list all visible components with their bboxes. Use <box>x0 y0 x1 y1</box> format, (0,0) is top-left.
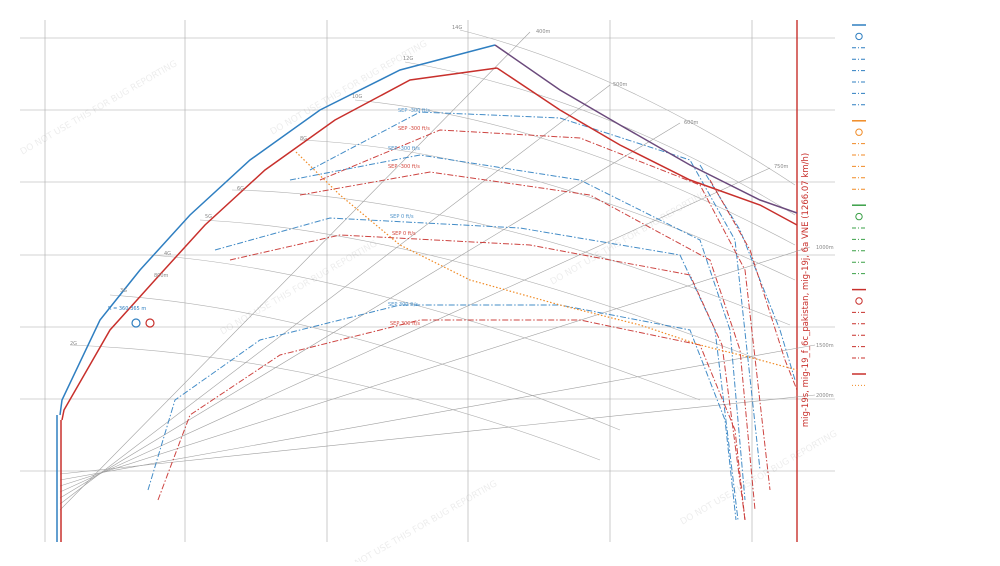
sep-label: SEP 0 ft/s <box>392 231 416 237</box>
sep-curve <box>299 171 756 511</box>
watermark-text: DO NOT USE THIS FOR BUG REPORTING <box>269 39 429 137</box>
watermark-text: DO NOT USE THIS FOR BUG REPORTING <box>219 239 379 337</box>
turn-radius-label: 750m <box>774 164 789 170</box>
corner-point-marker <box>131 318 141 328</box>
sep-curve <box>709 179 798 391</box>
turn-radius-label: 400m <box>536 29 551 35</box>
load-factor-label: 2G <box>70 341 77 347</box>
watermark-text: DO NOT USE THIS FOR BUG REPORTING <box>339 479 499 562</box>
load-factor-arc <box>459 29 796 186</box>
sep-label: SEP 300 ft/s <box>390 321 420 327</box>
legend <box>852 24 866 386</box>
watermark-text: DO NOT USE THIS FOR BUG REPORTING <box>679 429 839 527</box>
load-factor-arc <box>299 139 796 281</box>
envelope-line <box>494 44 798 214</box>
turn-radius-line <box>59 394 816 475</box>
main-curves <box>56 44 798 542</box>
envelope-line <box>61 67 498 421</box>
load-factor-arc <box>404 61 796 216</box>
sep-curve <box>157 319 746 521</box>
turn-radius-label: 1000m <box>816 245 834 251</box>
turn-radius-label: 2000m <box>816 393 834 399</box>
load-factor-label: 12G <box>403 56 413 62</box>
legend-marker <box>855 212 863 221</box>
legend-marker <box>855 128 863 136</box>
sep-curve <box>289 154 746 501</box>
sep-curves <box>147 111 798 521</box>
sep-label: SEP -300 ft/s <box>398 108 430 114</box>
sep-label: SEP -300 ft/s <box>388 146 420 152</box>
corner-point-marker <box>145 318 155 328</box>
envelope-line <box>295 151 798 371</box>
load-factor-arc <box>354 99 796 246</box>
load-factor-label: 6G <box>237 186 244 192</box>
load-factor-label: 8G <box>300 136 307 142</box>
turn-radius-label: 500m <box>613 82 628 88</box>
watermarks: DO NOT USE THIS FOR BUG REPORTING DO NOT … <box>19 39 839 566</box>
load-factor-label: 3G <box>120 288 127 294</box>
load-factor-arc <box>109 294 621 431</box>
load-factor-label: 10G <box>352 94 362 100</box>
turn-radius-line <box>59 344 816 481</box>
envelope-line <box>59 44 496 416</box>
turn-radius-label: 600m <box>684 120 699 126</box>
load-factor-label: 14G <box>452 25 462 31</box>
turn-radius-label: 1500m <box>816 343 834 349</box>
legend-marker <box>855 297 863 305</box>
grid <box>20 20 835 542</box>
sep-curve <box>319 129 771 491</box>
chart-title: mig-19s, mig-19_f_6c_pakistan, mig-19j, … <box>801 153 811 427</box>
sep-label: SEP -300 ft/s <box>398 126 430 132</box>
legend-marker <box>855 32 863 41</box>
turn-radius-line <box>59 246 811 487</box>
sep-curve <box>229 234 746 521</box>
turn-radius-line <box>59 167 771 493</box>
sep-curve <box>214 217 739 521</box>
sep-label: SEP -300 ft/s <box>388 164 420 170</box>
envelope-line <box>496 67 798 226</box>
sep-curve <box>309 111 761 471</box>
turn-radius-line <box>59 84 611 505</box>
turn-radius-line <box>59 122 681 499</box>
turn-radius-label: 800m <box>154 273 169 279</box>
load-factor-arc <box>69 344 601 461</box>
sep-curve <box>147 304 737 521</box>
watermark-text: DO NOT USE THIS FOR BUG REPORTING <box>19 59 179 157</box>
sep-label: SEP 300 ft/s <box>388 302 418 308</box>
load-factor-arc <box>149 254 701 401</box>
watermark-text: DO NOT USE THIS FOR BUG REPORTING <box>549 189 709 287</box>
sep-curve <box>699 164 796 381</box>
turn-radius-line <box>59 31 531 511</box>
load-factor-label: 5G <box>205 214 212 220</box>
corner-radius-label: R = 360-365 m <box>108 306 146 312</box>
chart-labels: 2G 3G 4G 5G 6G 8G 10G 12G 14G 400m 500m 600m 750m 800… <box>70 25 834 399</box>
sep-label: SEP 0 ft/s <box>390 214 414 220</box>
load-factor-label: 4G <box>164 251 171 257</box>
guide-lines <box>59 29 816 511</box>
